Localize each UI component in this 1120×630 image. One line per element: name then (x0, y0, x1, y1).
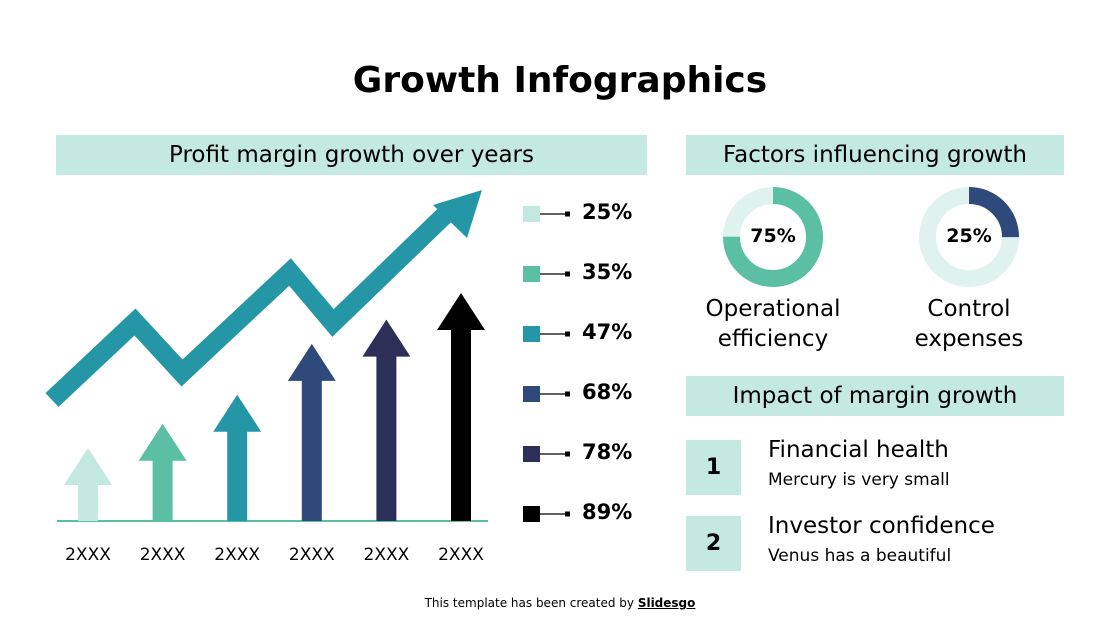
x-tick-label: 2XXX (214, 545, 261, 565)
donut-value-1: 75% (750, 225, 796, 247)
donut-fill (723, 187, 823, 287)
page-title: Growth Infographics (352, 60, 768, 101)
legend-connector-end (565, 211, 570, 217)
bar-arrow (138, 423, 187, 521)
bar-arrow (64, 448, 112, 521)
legend-value: 47% (582, 320, 633, 344)
bar-arrow-shaft (301, 378, 322, 521)
x-tick-label: 2XXX (65, 545, 111, 565)
bar-arrow-head (64, 448, 112, 485)
impact-header: Impact of margin growth (686, 376, 1064, 416)
x-tick-label: 2XXX (139, 545, 186, 565)
legend-connector-end (565, 451, 570, 457)
legend-connector-end (565, 511, 570, 517)
donut-charts (723, 187, 1019, 287)
impact-number-1: 1 (686, 440, 741, 495)
donut-label-line: Operational (705, 296, 841, 322)
bar-arrow-head (287, 343, 336, 381)
legend-swatch (523, 326, 540, 342)
legend-value: 25% (582, 200, 633, 224)
legend-swatch (523, 386, 540, 402)
legend-swatch (523, 266, 540, 282)
legend-connector-end (565, 271, 570, 277)
factors-header: Factors influencing growth (686, 135, 1064, 175)
bar-arrow-head (213, 394, 262, 432)
impact-text-2: Venus has a beautiful (768, 546, 952, 566)
trend-arrow-head (433, 190, 482, 238)
legend-value: 89% (582, 500, 633, 524)
bar-arrow-shaft (451, 328, 471, 521)
legend-value: 68% (582, 380, 633, 404)
donut-label-line: efficiency (717, 326, 829, 352)
bar-arrow-head (437, 293, 485, 330)
legend-swatch (523, 446, 540, 462)
bar-arrow-shaft (376, 354, 397, 521)
impact-number-2: 2 (686, 516, 741, 571)
legend-connector-end (565, 331, 570, 337)
impact-title-2: Investor confidence (768, 513, 995, 539)
footer-brand-link[interactable]: Slidesgo (637, 596, 696, 610)
legend-swatch (523, 206, 540, 222)
donut-label-line: Control (927, 296, 1011, 322)
x-tick-label: 2XXX (288, 545, 335, 565)
trend-arrow-line (45, 203, 457, 407)
footer: This template has been created by Slides… (0, 596, 1120, 610)
bar-arrow-shaft (152, 458, 173, 521)
x-tick-label: 2XXX (438, 545, 484, 565)
donut-label-1: Operational efficiency (673, 294, 873, 354)
donut-label-line: expenses (914, 326, 1024, 352)
donut-value-2: 25% (946, 225, 992, 247)
x-tick-label: 2XXX (363, 545, 410, 565)
legend-value: 35% (582, 260, 633, 284)
bar-arrow (437, 293, 485, 521)
donut-label-2: Control expenses (869, 294, 1069, 354)
bar-arrow-shaft (227, 429, 248, 521)
bar-arrow (287, 343, 336, 521)
impact-title-1: Financial health (768, 437, 949, 463)
legend-value: 78% (582, 440, 633, 464)
footer-text: This template has been created by (424, 596, 638, 610)
donut-fill (919, 187, 1019, 287)
impact-text-1: Mercury is very small (768, 470, 950, 490)
bar-arrow-head (362, 319, 411, 357)
legend-connector-end (565, 391, 570, 397)
legend-swatch (523, 506, 540, 522)
bar-arrow-head (138, 423, 187, 461)
bar-arrow (362, 319, 411, 521)
bar-arrow (213, 394, 262, 521)
bar-arrow-shaft (78, 483, 98, 521)
left-header: Profit margin growth over years (56, 135, 647, 175)
